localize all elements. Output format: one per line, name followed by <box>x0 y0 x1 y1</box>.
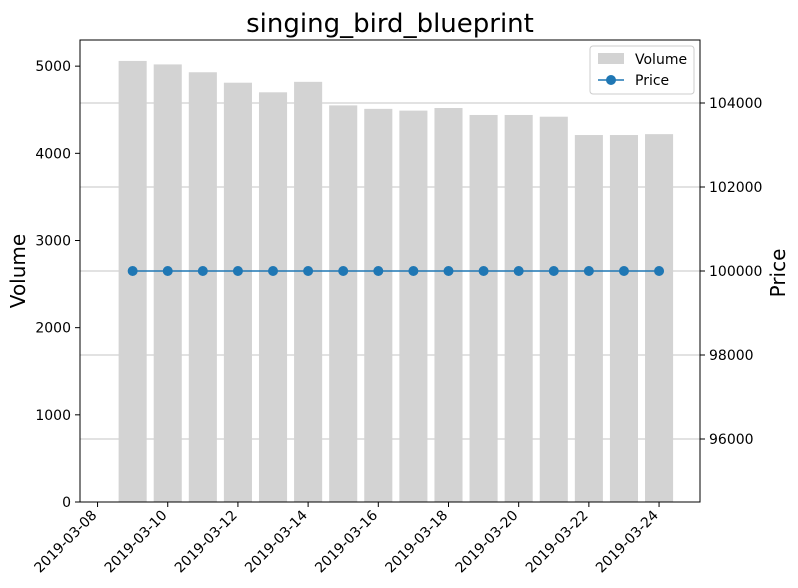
legend: Volume Price <box>589 45 695 95</box>
volume-bar <box>574 135 603 503</box>
price-point <box>408 266 419 276</box>
y-axis-label-right: Price <box>766 249 790 298</box>
volume-bar <box>364 108 393 503</box>
volume-bar <box>188 72 217 502</box>
price-point <box>443 266 454 276</box>
left-y-tick-label: 4000 <box>35 146 71 162</box>
left-y-tick-label: 3000 <box>35 233 71 249</box>
x-tick-label: 2019-03-18 <box>382 508 451 577</box>
volume-bar <box>294 81 323 503</box>
price-point <box>373 266 384 276</box>
x-tick-label: 2019-03-20 <box>453 508 522 577</box>
price-point <box>618 266 629 276</box>
legend-label-volume: Volume <box>635 52 687 68</box>
volume-bar <box>504 114 533 502</box>
volume-bar <box>258 92 288 503</box>
volume-bar <box>645 134 674 502</box>
price-point <box>583 266 594 276</box>
price-point <box>338 266 349 276</box>
x-tick-label: 2019-03-10 <box>102 508 171 577</box>
volume-bar <box>399 110 428 502</box>
right-y-tick-label: 100000 <box>709 264 762 280</box>
right-y-tick-label: 98000 <box>709 348 754 364</box>
price-point <box>268 266 279 276</box>
price-point <box>232 266 243 276</box>
right-y-tick-label: 104000 <box>709 96 762 112</box>
volume-bar <box>153 64 182 503</box>
x-tick-label: 2019-03-08 <box>32 508 101 577</box>
x-tick-label: 2019-03-14 <box>242 507 311 576</box>
price-point <box>127 266 138 276</box>
price-point <box>478 266 489 276</box>
left-y-tick-label: 0 <box>62 495 71 511</box>
volume-bar <box>118 60 147 503</box>
right-y-tick-label: 96000 <box>709 432 754 448</box>
volume-bar <box>469 114 498 502</box>
volume-bar <box>329 105 358 503</box>
left-y-tick-label: 2000 <box>35 321 71 337</box>
volume-bar <box>609 135 638 503</box>
x-tick-label: 2019-03-22 <box>523 508 592 577</box>
price-point <box>548 266 559 276</box>
legend-label-price: Price <box>635 73 669 89</box>
volume-bars <box>118 60 674 503</box>
right-y-tick-label: 102000 <box>709 180 762 196</box>
left-y-tick-label: 1000 <box>35 408 71 424</box>
price-point <box>513 266 524 276</box>
right-y-axis: 96000 98000 100000 102000 104000 <box>700 96 762 448</box>
volume-bar <box>539 116 568 502</box>
left-y-axis: 0 1000 2000 3000 4000 5000 <box>35 59 80 511</box>
x-tick-label: 2019-03-16 <box>312 507 381 576</box>
legend-swatch-price-marker <box>606 75 616 85</box>
y-axis-label-left: Volume <box>6 234 30 308</box>
x-axis: 2019-03-08 2019-03-10 2019-03-12 2019-03-14… <box>32 502 662 576</box>
volume-bar <box>223 82 252 503</box>
x-tick-label: 2019-03-24 <box>593 507 662 576</box>
price-point <box>162 266 173 276</box>
price-point <box>303 266 314 276</box>
x-tick-label: 2019-03-12 <box>172 508 241 577</box>
chart-title: singing_bird_blueprint <box>246 9 534 39</box>
price-point <box>197 266 208 276</box>
left-y-tick-label: 5000 <box>35 59 71 75</box>
volume-bar <box>434 107 463 502</box>
price-line <box>127 266 665 276</box>
legend-swatch-volume <box>598 53 624 64</box>
price-point <box>654 266 665 276</box>
